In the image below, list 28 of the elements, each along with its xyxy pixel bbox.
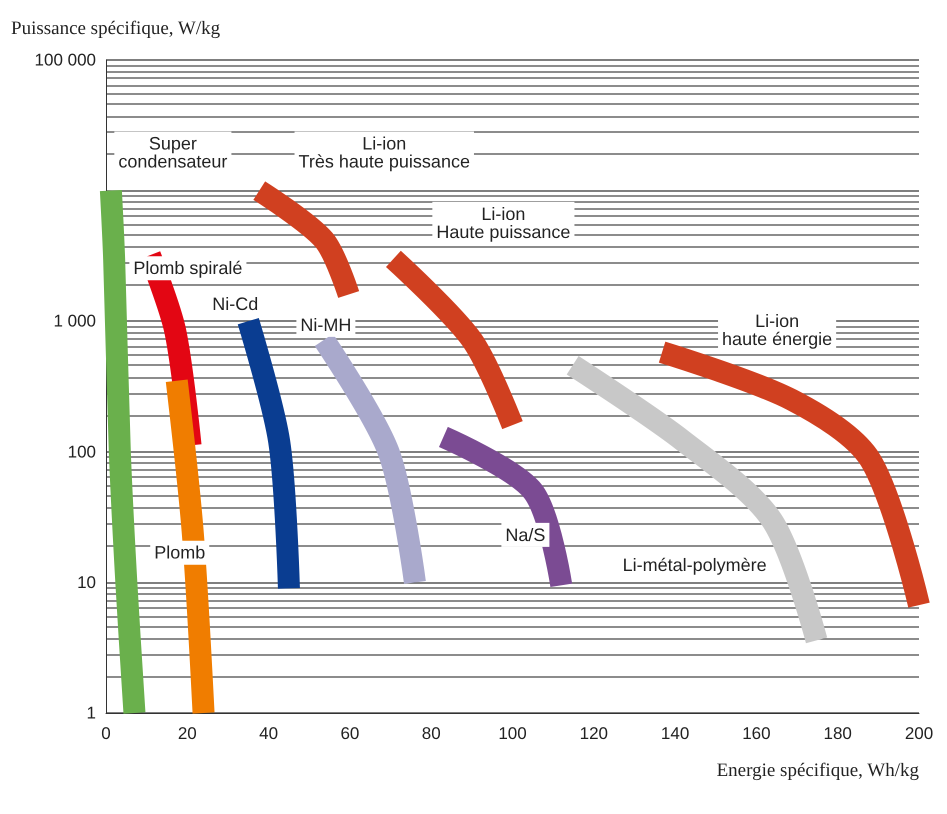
y-tick-label: 100 000 (34, 50, 96, 70)
x-tick-label: 200 (904, 724, 934, 743)
series-label: Ni-MH (300, 314, 352, 335)
y-tick-label: 1 000 (53, 312, 96, 331)
x-tick-label: 180 (824, 724, 852, 743)
x-tick-label: 140 (660, 724, 690, 743)
series-label: Li-ion haute énergie (722, 311, 832, 350)
series-label: Plomb spiralé (133, 258, 242, 278)
series-label: Li-métal-polymère (622, 555, 767, 576)
x-tick-label: 160 (742, 724, 771, 743)
series-label: Ni-Cd (212, 294, 258, 314)
text: Li-ion Haute puissance (436, 204, 570, 242)
x-tick-label: 40 (259, 724, 278, 743)
y-tick-label: 10 (77, 572, 96, 592)
x-tick-label: 0 (101, 724, 111, 743)
y-axis-title: Puissance spécifique, W/kg (11, 18, 221, 39)
x-tick-label: 60 (340, 724, 360, 743)
text: Li-ion Très haute puissance (298, 134, 470, 172)
x-tick-label: 100 (498, 724, 527, 743)
y-tick-label: 100 (68, 442, 96, 462)
x-tick-label: 120 (580, 724, 608, 743)
x-tick-label: 80 (422, 724, 441, 743)
series-label: Na/S (505, 524, 546, 545)
x-tick-label: 20 (178, 724, 197, 743)
x-axis-title: Energie spécifique, Wh/kg (716, 760, 920, 781)
y-tick-label: 1 (86, 704, 96, 722)
series-label: Super condensateur (118, 134, 228, 172)
series-label: Plomb (154, 542, 206, 563)
